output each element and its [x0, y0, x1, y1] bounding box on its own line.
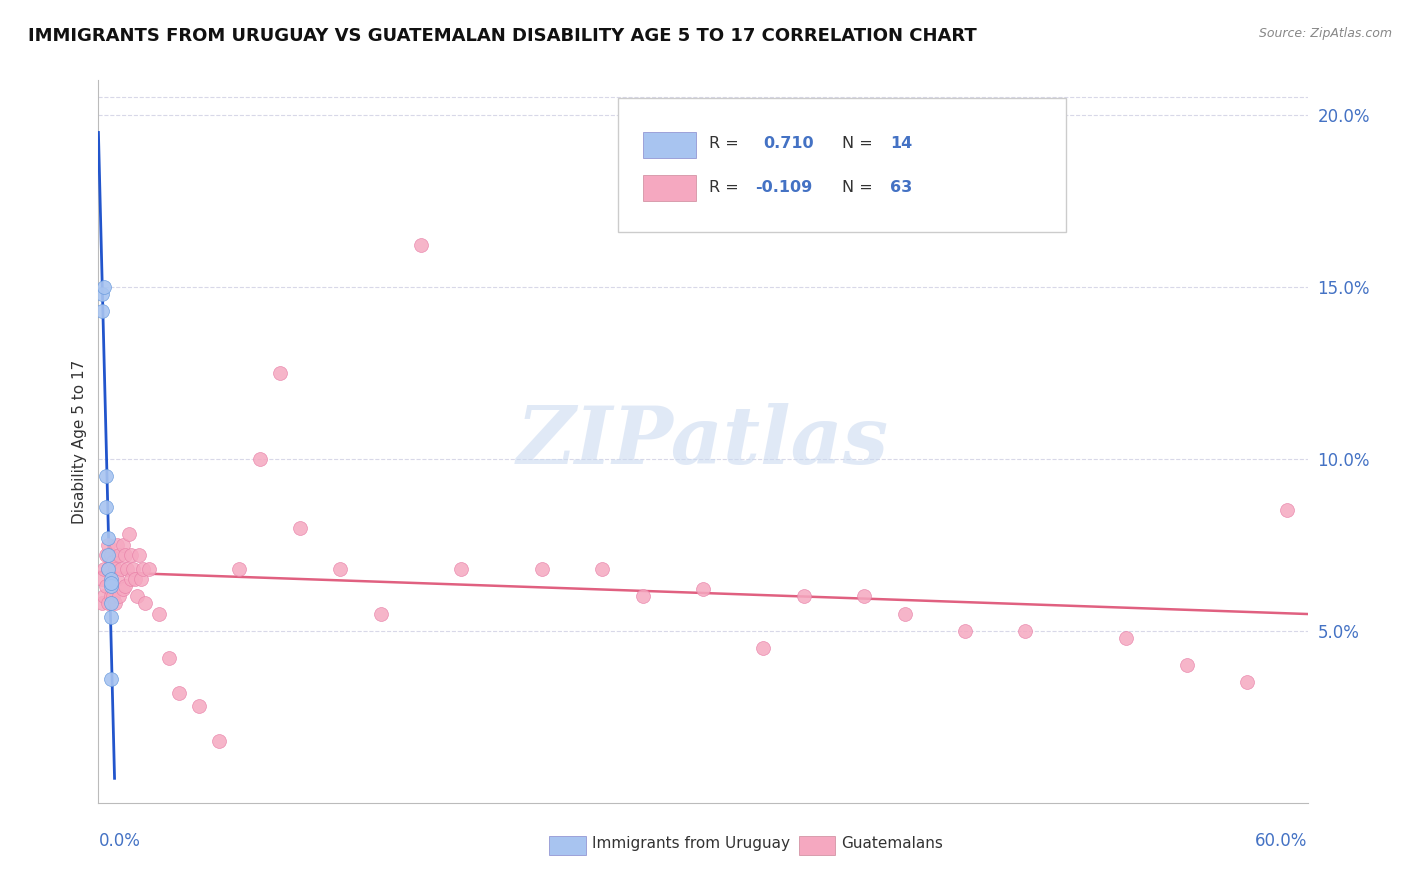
Point — [157, 651, 180, 665]
Point — [953, 624, 976, 638]
Point — [97, 596, 120, 610]
FancyBboxPatch shape — [619, 98, 1066, 232]
Point — [93, 562, 115, 576]
Point — [148, 607, 170, 621]
Point — [793, 590, 815, 604]
Point — [105, 538, 128, 552]
Text: 0.710: 0.710 — [763, 136, 814, 151]
Point — [91, 303, 114, 318]
Point — [288, 520, 311, 534]
Text: Source: ZipAtlas.com: Source: ZipAtlas.com — [1258, 27, 1392, 40]
Point — [100, 575, 122, 590]
Point — [115, 562, 138, 576]
Point — [853, 590, 876, 604]
Point — [132, 562, 155, 576]
Point — [269, 366, 291, 380]
Point — [249, 451, 271, 466]
FancyBboxPatch shape — [643, 132, 696, 158]
Text: N =: N = — [842, 136, 873, 151]
Text: Immigrants from Uruguay: Immigrants from Uruguay — [592, 837, 790, 852]
Text: IMMIGRANTS FROM URUGUAY VS GUATEMALAN DISABILITY AGE 5 TO 17 CORRELATION CHART: IMMIGRANTS FROM URUGUAY VS GUATEMALAN DI… — [28, 27, 977, 45]
Point — [91, 286, 114, 301]
Point — [100, 596, 122, 610]
Point — [101, 555, 124, 569]
Text: ZIPatlas: ZIPatlas — [517, 403, 889, 480]
Point — [120, 572, 142, 586]
Point — [125, 590, 148, 604]
Point — [100, 548, 122, 562]
Point — [752, 640, 775, 655]
Point — [103, 562, 125, 576]
Point — [110, 562, 132, 576]
Point — [100, 610, 122, 624]
Point — [100, 590, 122, 604]
Point — [129, 572, 152, 586]
Point — [96, 548, 118, 562]
Point — [91, 596, 114, 610]
Point — [96, 469, 118, 483]
Point — [208, 734, 231, 748]
Point — [138, 562, 160, 576]
Point — [107, 590, 129, 604]
Text: 60.0%: 60.0% — [1256, 831, 1308, 850]
Text: -0.109: -0.109 — [755, 179, 813, 194]
Point — [93, 279, 115, 293]
Point — [450, 562, 472, 576]
Text: 63: 63 — [890, 179, 912, 194]
Point — [692, 582, 714, 597]
Y-axis label: Disability Age 5 to 17: Disability Age 5 to 17 — [72, 359, 87, 524]
Point — [370, 607, 392, 621]
Point — [93, 590, 115, 604]
Text: R =: R = — [709, 136, 738, 151]
Point — [107, 548, 129, 562]
Point — [124, 572, 146, 586]
Point — [120, 548, 142, 562]
FancyBboxPatch shape — [550, 836, 586, 855]
FancyBboxPatch shape — [643, 175, 696, 201]
Point — [97, 531, 120, 545]
Point — [100, 572, 122, 586]
Text: N =: N = — [842, 179, 873, 194]
Point — [111, 538, 134, 552]
Point — [114, 548, 136, 562]
Point — [100, 579, 122, 593]
Point — [1175, 658, 1198, 673]
Point — [91, 572, 114, 586]
Point — [100, 672, 122, 686]
Text: Guatemalans: Guatemalans — [841, 837, 942, 852]
Point — [409, 238, 432, 252]
Point — [188, 699, 211, 714]
Point — [97, 562, 120, 576]
Point — [134, 596, 156, 610]
Point — [121, 562, 143, 576]
Point — [97, 548, 120, 562]
Point — [97, 538, 120, 552]
Point — [105, 572, 128, 586]
Text: 14: 14 — [890, 136, 912, 151]
Point — [1277, 503, 1299, 517]
Point — [103, 596, 125, 610]
Point — [631, 590, 654, 604]
Point — [118, 527, 141, 541]
Point — [228, 562, 250, 576]
Point — [1236, 675, 1258, 690]
Point — [96, 500, 118, 514]
Point — [111, 582, 134, 597]
Text: R =: R = — [709, 179, 738, 194]
Point — [1115, 631, 1137, 645]
Point — [114, 579, 136, 593]
Point — [128, 548, 150, 562]
Point — [101, 590, 124, 604]
Point — [167, 686, 190, 700]
Point — [591, 562, 613, 576]
FancyBboxPatch shape — [799, 836, 835, 855]
Point — [329, 562, 352, 576]
Point — [97, 562, 120, 576]
Point — [530, 562, 553, 576]
Point — [1014, 624, 1036, 638]
Text: 0.0%: 0.0% — [98, 831, 141, 850]
Point — [96, 579, 118, 593]
Point — [893, 607, 915, 621]
